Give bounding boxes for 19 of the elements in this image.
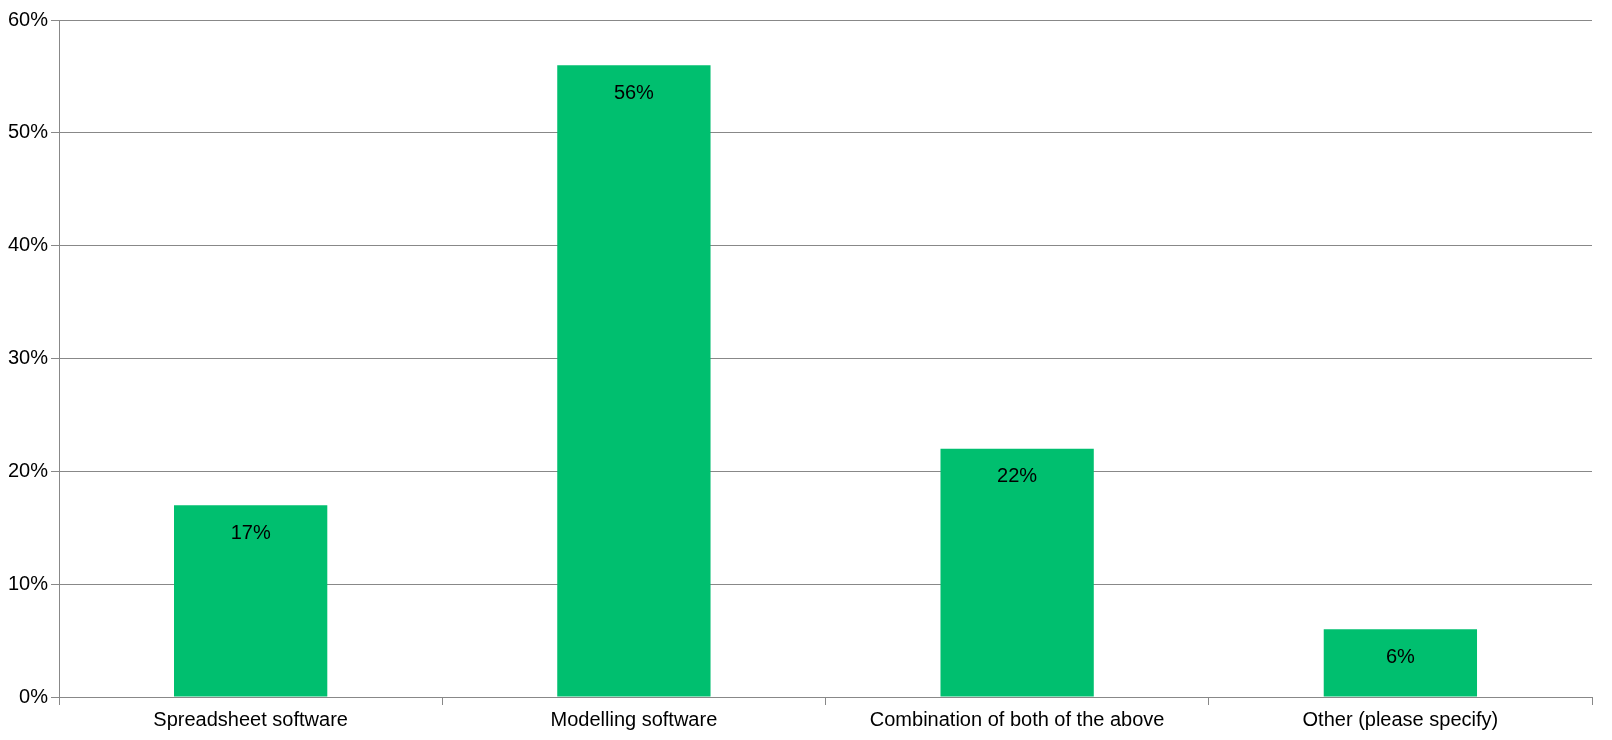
- y-tick-label: 30%: [8, 346, 49, 369]
- y-tick-label: 50%: [8, 120, 49, 143]
- x-tick-label: Other (please specify): [1302, 707, 1499, 730]
- y-tick-label: 20%: [8, 458, 49, 481]
- bar: [940, 448, 1094, 697]
- y-tick-label: 10%: [8, 571, 49, 594]
- bar: [174, 505, 328, 697]
- data-label: 17%: [230, 520, 271, 543]
- data-label: 6%: [1385, 644, 1416, 667]
- x-tick-label: Modelling software: [550, 707, 718, 730]
- bar: [557, 65, 711, 697]
- data-label: 22%: [997, 464, 1038, 487]
- bar: [1323, 629, 1478, 697]
- y-tick-label: 40%: [8, 233, 49, 256]
- y-tick-label: 60%: [8, 7, 49, 30]
- x-tick-label: Combination of both of the above: [869, 707, 1165, 730]
- x-tick-label: Spreadsheet software: [153, 707, 348, 730]
- y-tick-label: 0%: [19, 684, 49, 707]
- data-label: 56%: [613, 80, 655, 103]
